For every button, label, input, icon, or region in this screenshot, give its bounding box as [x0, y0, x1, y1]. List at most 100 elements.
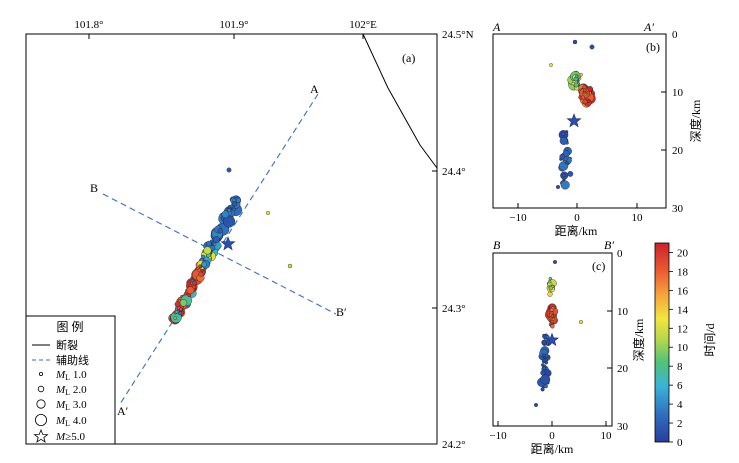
hypocenter-cluster [549, 39, 596, 190]
panel-c-left-label: B [493, 238, 501, 252]
event-marker [582, 91, 586, 95]
panel-b-xlabel: 距离/km [555, 223, 598, 238]
y-tick-label: 24.5°N [442, 29, 474, 41]
event-marker [573, 82, 579, 88]
event-marker [179, 307, 183, 311]
profile-panel-b: (b) A A′ −10 0 10 0 10 20 30 距离/km 深度/km [492, 20, 703, 238]
event-marker [187, 293, 192, 298]
event-marker [559, 136, 568, 145]
colorbar-tick-label: 18 [677, 266, 689, 278]
event-marker [206, 240, 212, 247]
event-marker [550, 314, 554, 318]
colorbar-tick-label: 12 [677, 323, 688, 335]
legend-item-label: 辅助线 [56, 353, 89, 367]
colorbar-tick-label: 14 [677, 304, 689, 316]
event-marker [266, 210, 271, 215]
event-marker [587, 99, 591, 104]
mainshock-star [566, 113, 582, 128]
legend-item-label: 断裂 [56, 338, 78, 352]
event-marker [549, 307, 554, 312]
y-tick-label: 24.2° [442, 439, 466, 451]
panel-c-label: (c) [592, 259, 605, 273]
profile-label-a-prime: A′ [117, 404, 129, 418]
event-marker [198, 271, 204, 277]
x-tick-label: 101.9° [219, 19, 248, 31]
x-tick-label: −10 [489, 430, 507, 442]
event-marker [547, 280, 552, 284]
event-marker [567, 170, 574, 177]
event-marker [562, 173, 566, 177]
event-marker [212, 242, 217, 246]
legend-item-label: ML 2.0 [55, 384, 87, 397]
colorbar-tick-label: 0 [677, 437, 683, 449]
event-marker [203, 246, 212, 255]
event-marker [572, 39, 578, 45]
colorbar-ticks: 0 2 4 6 8 10 12 14 16 18 20 [669, 247, 689, 449]
event-marker [540, 387, 545, 392]
profile-panel-c: (c) B B′ −10 0 10 0 10 20 30 距离/km 深度/km [489, 238, 646, 456]
event-marker [550, 324, 555, 329]
event-marker [560, 180, 570, 190]
time-colorbar: 0 2 4 6 8 10 12 14 16 18 20 时间/d [654, 242, 717, 449]
colorbar-gradient [654, 242, 670, 443]
panel-b-label: (b) [646, 40, 660, 54]
map-panel: (a) 101.8° 101.9° 102°E 24.5°N 24.4° 24.… [25, 19, 474, 451]
colorbar-tick-label: 4 [677, 399, 683, 411]
colorbar-tick-label: 8 [677, 361, 683, 373]
event-marker [232, 198, 236, 202]
event-marker [542, 366, 546, 370]
event-marker [565, 161, 569, 165]
event-marker [177, 311, 182, 316]
mainshock-star [220, 236, 236, 251]
event-marker [547, 291, 553, 297]
legend-item-label: ML 1.0 [55, 369, 87, 382]
colorbar-tick-label: 10 [677, 342, 689, 354]
event-marker [232, 201, 238, 207]
event-marker [542, 358, 546, 362]
event-marker [212, 236, 220, 243]
legend-ml1-symbol [39, 371, 44, 376]
event-marker [579, 320, 584, 325]
event-marker [217, 228, 223, 234]
event-marker [192, 280, 197, 286]
y-tick-label: 24.3° [442, 303, 466, 315]
x-tick-label: 10 [601, 430, 613, 442]
x-tick-label: 10 [632, 212, 644, 224]
y-tick-label: 30 [672, 203, 684, 215]
event-marker [198, 264, 202, 268]
event-marker [201, 261, 207, 268]
panel-b-ylabel: 深度/km [688, 99, 703, 142]
event-marker [186, 286, 195, 295]
colorbar-tick-label: 2 [677, 418, 683, 430]
event-marker [589, 44, 595, 50]
legend-ml2-symbol [37, 385, 45, 393]
legend-ml4-symbol [35, 413, 48, 426]
y-tick-label: 20 [672, 145, 684, 157]
panel-c-right-label: B′ [604, 238, 614, 252]
event-marker [542, 334, 547, 339]
x-tick-label: 101.8° [74, 19, 103, 31]
event-marker [227, 208, 231, 213]
x-tick-label: 0 [549, 430, 555, 442]
colorbar-label: 时间/d [703, 323, 717, 356]
y-tick-label: 24.4° [442, 166, 466, 178]
legend-title: 图 例 [56, 320, 83, 334]
event-marker [582, 99, 588, 105]
legend-ml3-symbol [36, 399, 46, 409]
x-tick-label: 102°E [349, 19, 377, 31]
legend-star-symbol [33, 428, 49, 443]
event-marker [235, 197, 241, 203]
event-marker [559, 153, 566, 160]
event-marker [534, 403, 539, 408]
fault-line [362, 33, 438, 169]
legend-item-label: ML 3.0 [55, 399, 87, 412]
y-tick-label: 10 [617, 306, 629, 318]
hypocenter-cluster [534, 260, 584, 408]
y-tick-label: 10 [672, 87, 684, 99]
map-panel-label: (a) [402, 51, 415, 65]
event-marker [201, 254, 206, 259]
profile-label-a: A [310, 82, 319, 96]
x-tick-label: 0 [574, 212, 580, 224]
event-marker [549, 63, 553, 67]
